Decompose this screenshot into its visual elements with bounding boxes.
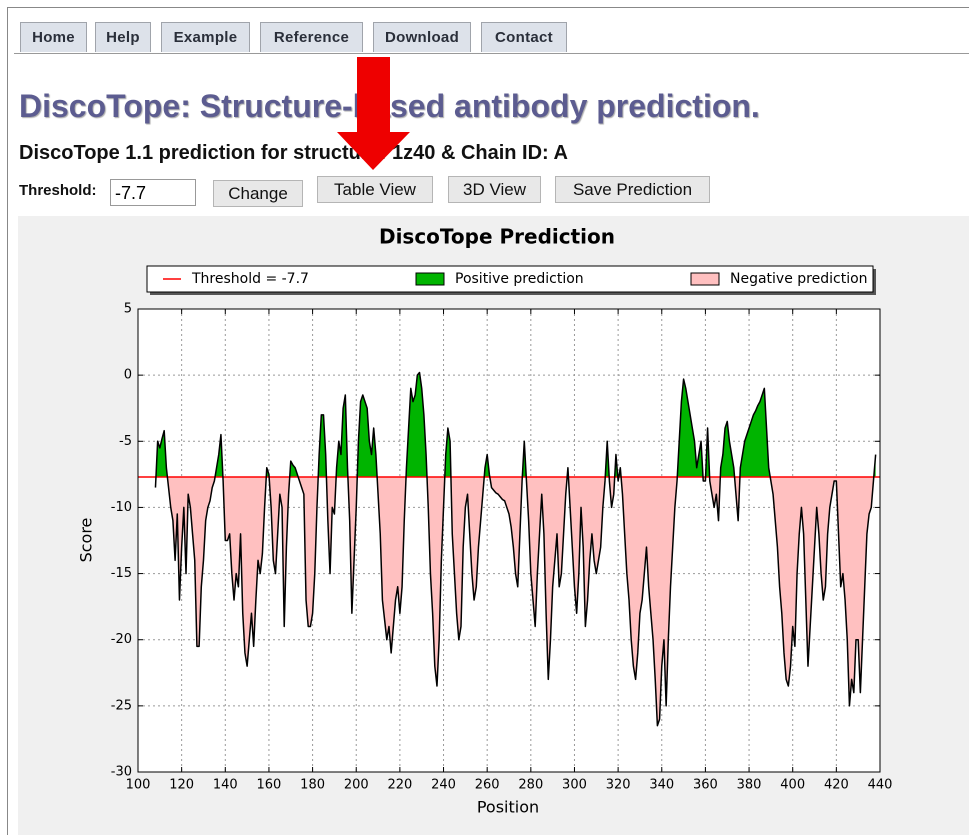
legend-shadow <box>150 269 876 295</box>
change-button[interactable]: Change <box>213 180 303 207</box>
x-tick-label: 200 <box>344 778 369 793</box>
x-tick-label: 320 <box>606 778 631 793</box>
x-axis-label: Position <box>477 798 539 817</box>
y-tick-label: 5 <box>124 302 132 317</box>
positive-area <box>155 372 876 478</box>
y-tick-label: -15 <box>111 566 132 581</box>
legend-label: Negative prediction <box>730 271 868 287</box>
table-view-button[interactable]: Table View <box>317 176 433 203</box>
y-tick-label: 0 <box>124 368 132 383</box>
y-tick-label: -20 <box>111 632 132 647</box>
x-tick-label: 140 <box>213 778 238 793</box>
x-tick-label: 120 <box>169 778 194 793</box>
chart-title: DiscoTope Prediction <box>379 225 615 249</box>
y-tick-label: -10 <box>111 500 132 515</box>
x-tick-label: 180 <box>300 778 325 793</box>
negative-area <box>155 477 876 726</box>
x-tick-label: 340 <box>649 778 674 793</box>
page-title: DiscoTope: Structure-based antibody pred… <box>19 88 760 124</box>
x-tick-label: 300 <box>562 778 587 793</box>
x-tick-label: 220 <box>387 778 412 793</box>
frame-border <box>7 7 969 8</box>
plot-frame <box>137 308 881 773</box>
y-axis-label: Score <box>77 518 96 563</box>
x-tick-label: 280 <box>518 778 543 793</box>
legend-swatch <box>690 272 720 286</box>
x-tick-label: 380 <box>737 778 762 793</box>
nav-tab[interactable]: Download <box>373 22 471 52</box>
nav-tab[interactable]: Home <box>20 22 87 52</box>
nav-tab[interactable]: Reference <box>260 22 363 52</box>
nav-tab[interactable]: Example <box>161 22 250 52</box>
legend-label: Positive prediction <box>455 271 584 287</box>
frame-border <box>7 7 8 835</box>
y-tick-label: -30 <box>111 765 132 780</box>
score-line <box>154 371 877 727</box>
threshold-input[interactable]: -7.7 <box>110 179 196 206</box>
x-tick-label: 100 <box>126 778 151 793</box>
x-tick-label: 240 <box>431 778 456 793</box>
y-tick-label: -25 <box>111 698 132 713</box>
x-tick-label: 360 <box>693 778 718 793</box>
legend-box <box>146 265 874 293</box>
nav-tab[interactable]: Contact <box>481 22 567 52</box>
legend-label: Threshold = -7.7 <box>191 271 309 287</box>
3d-view-button[interactable]: 3D View <box>448 176 541 203</box>
nav-tab[interactable]: Help <box>95 22 151 52</box>
x-tick-label: 400 <box>780 778 805 793</box>
threshold-label: Threshold: <box>19 182 97 199</box>
x-tick-label: 260 <box>475 778 500 793</box>
tab-underline <box>14 53 969 54</box>
chart-background <box>18 216 969 835</box>
x-tick-label: 160 <box>257 778 282 793</box>
x-tick-label: 440 <box>868 778 893 793</box>
page-subtitle: DiscoTope 1.1 prediction for structure: … <box>19 142 568 164</box>
legend-swatch <box>415 272 445 286</box>
y-tick-label: -5 <box>119 434 132 449</box>
x-tick-label: 420 <box>824 778 849 793</box>
save-button[interactable]: Save Prediction <box>555 176 710 203</box>
plot-area <box>138 309 880 772</box>
